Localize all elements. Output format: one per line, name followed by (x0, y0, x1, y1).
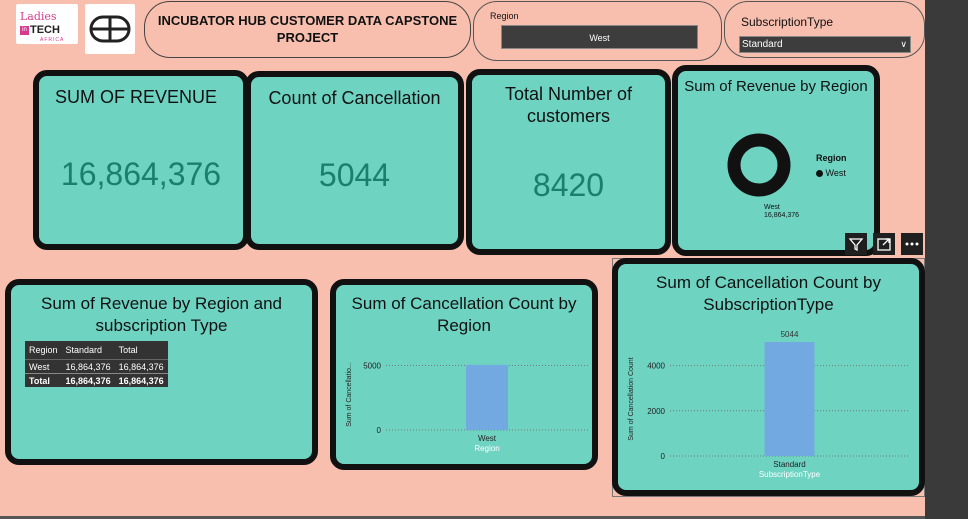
matrix-cell: West (29, 361, 50, 372)
donut-legend-item[interactable]: West (816, 168, 846, 178)
matrix-header-row: Region Standard Total (25, 341, 168, 360)
donut-label-name: West (764, 204, 780, 211)
subscription-slicer-label: SubscriptionType (741, 15, 834, 29)
matrix-cell: 16,864,376 (118, 361, 164, 372)
subscription-chart-y-axis-title: Sum of Cancellation Count (628, 357, 635, 440)
customers-kpi-value: 8420 (532, 167, 605, 203)
donut-legend-title: Region (816, 153, 847, 163)
matrix-header-cell[interactable]: Total (114, 341, 168, 360)
report-title: INCUBATOR HUB CUSTOMER DATA CAPSTONE PRO… (144, 1, 471, 58)
matrix-cell: 16,864,376 (114, 373, 168, 387)
subscription-dropdown-value: Standard (742, 39, 783, 50)
cancellation-by-region-card[interactable]: Sum of Cancellation Count by Region 0 500… (330, 279, 598, 470)
logo-text-ladies: Ladies (20, 10, 57, 23)
revenue-kpi-value: 16,864,376 (60, 156, 222, 192)
donut-legend-label: West (825, 168, 846, 178)
cancellation-kpi-card[interactable]: Count of Cancellation 5044 (245, 71, 464, 250)
subscription-dropdown[interactable]: Standard ∨ (739, 36, 911, 53)
revenue-matrix-card[interactable]: Sum of Revenue by Region and subscriptio… (5, 279, 318, 465)
cancellation-by-subscription-card[interactable]: Sum of Cancellation Count by Subscriptio… (612, 258, 925, 496)
logo-text-africa: AFRICA (40, 37, 65, 43)
logo-text-in: in (20, 26, 29, 35)
more-options-icon[interactable] (901, 233, 923, 255)
revenue-kpi-card[interactable]: SUM OF REVENUE 16,864,376 (33, 70, 249, 250)
matrix-header-cell[interactable]: Standard (61, 341, 115, 360)
revenue-matrix-table: Region Standard Total West 16,864,376 16… (25, 341, 168, 387)
chevron-down-icon: ∨ (900, 39, 907, 49)
matrix-row: West 16,864,376 16,864,376 (25, 360, 168, 374)
customers-kpi-title: Total Number of customers (504, 84, 633, 126)
region-chart-x-tick-label: West (478, 434, 497, 443)
subscription-chart-y-tick-label: 0 (661, 452, 666, 461)
matrix-header-cell[interactable]: Region (25, 341, 62, 360)
region-chart-y-axis-title: Sum of Cancellatio... (346, 362, 353, 427)
cancellation-kpi-value: 5044 (318, 157, 391, 193)
subscription-chart-y-tick-label: 4000 (647, 362, 665, 371)
matrix-cell: 16,864,376 (61, 373, 115, 387)
revenue-by-region-donut-card[interactable]: Sum of Revenue by Region Region West Wes… (672, 65, 880, 256)
subscription-chart-bar (764, 342, 815, 456)
region-chart-bar (466, 364, 508, 430)
revenue-kpi-title: SUM OF REVENUE (54, 87, 218, 107)
cancellation-kpi-title: Count of Cancellation (268, 88, 441, 108)
subscription-slicer: SubscriptionType Standard ∨ (724, 1, 925, 58)
region-slicer: Region West (473, 1, 722, 61)
ladies-in-tech-logo: Ladies in TECH AFRICA (16, 4, 78, 44)
matrix-title: Sum of Revenue by Region and subscriptio… (41, 294, 282, 335)
donut-slice-west (727, 133, 791, 197)
donut-data-label: West 16,864,376 (764, 204, 799, 220)
donut-chart (727, 133, 791, 197)
subscription-chart-x-tick-label: Standard (773, 460, 805, 469)
matrix-cell: Total (25, 373, 62, 387)
legend-dot-icon (816, 170, 823, 177)
region-chart-y-tick-label: 5000 (363, 361, 381, 370)
region-chart-y-tick-label: 0 (377, 426, 382, 435)
filter-icon[interactable] (845, 233, 867, 255)
cancellation-subscription-bar-chart: 0 2000 4000 Standard 5044 SubscriptionType Sum… (628, 330, 909, 479)
donut-title: Sum of Revenue by Region (684, 78, 868, 95)
matrix-cell: 16,864,376 (65, 361, 111, 372)
region-chart-x-axis-title: Region (474, 444, 499, 453)
focus-mode-icon[interactable] (873, 233, 895, 255)
subscription-chart-data-label: 5044 (781, 330, 799, 339)
bb-monogram-icon (85, 4, 135, 54)
customers-kpi-card[interactable]: Total Number of customers 8420 (466, 69, 671, 255)
page-tabs-strip[interactable] (0, 516, 925, 519)
visual-header-toolbar (843, 233, 925, 255)
subscription-chart-y-tick-label: 2000 (647, 407, 665, 416)
region-slicer-value[interactable]: West (501, 25, 698, 49)
cancellation-region-title: Sum of Cancellation Count by Region (351, 294, 577, 335)
region-slicer-label: Region (490, 11, 519, 21)
logo-text-tech: TECH (30, 24, 60, 36)
subscription-chart-x-axis-title: SubscriptionType (759, 470, 821, 479)
cancellation-subscription-title: Sum of Cancellation Count by Subscriptio… (656, 273, 881, 314)
matrix-total-row: Total 16,864,376 16,864,376 (25, 373, 168, 387)
donut-label-value: 16,864,376 (764, 212, 800, 219)
vertical-scrollbar[interactable] (925, 0, 968, 519)
